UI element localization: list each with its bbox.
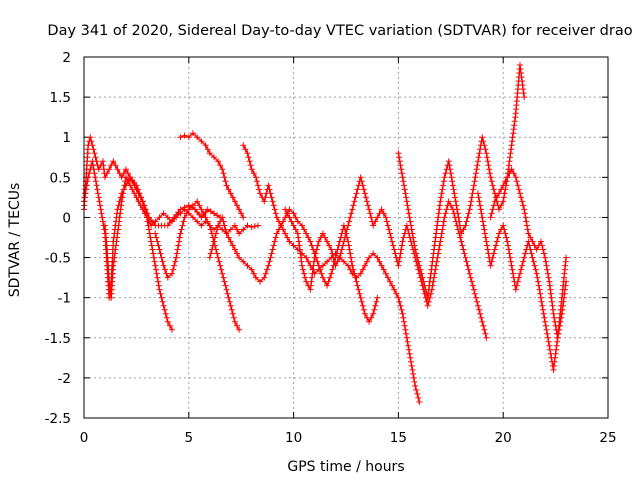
grid-lines <box>84 57 608 418</box>
plus-markers <box>152 198 243 333</box>
tick-labels: 0 5 10 15 20 25 -2.5 -2 -1.5 -1 -0.5 0 0.5 1 1.5 2 <box>45 50 617 446</box>
series-track-6 <box>206 206 381 325</box>
plus-markers <box>240 142 423 405</box>
plus-markers <box>487 166 570 341</box>
x-tick-label: 10 <box>285 430 302 446</box>
x-tick-label: 20 <box>495 430 512 446</box>
x-tick-label: 5 <box>185 430 194 446</box>
y-tick-label: -2.5 <box>45 411 71 427</box>
series-track-3 <box>102 174 261 301</box>
plus-markers <box>177 130 247 221</box>
series-track-5 <box>177 130 247 221</box>
plus-markers <box>81 134 175 333</box>
y-axis-label: SDTVAR / TECUs <box>7 183 23 298</box>
x-tick-label: 15 <box>390 430 407 446</box>
x-tick-label: 0 <box>80 430 89 446</box>
x-tick-label: 25 <box>599 430 616 446</box>
y-tick-label: 2 <box>62 50 71 66</box>
y-tick-label: -1 <box>58 291 71 307</box>
series-track-4 <box>152 198 243 333</box>
plot-frame <box>83 56 609 419</box>
series-track-10 <box>475 190 570 373</box>
series-line <box>180 132 244 218</box>
x-axis-label: GPS time / hours <box>287 459 404 475</box>
plus-markers <box>282 174 490 341</box>
y-tick-label: 0 <box>62 210 71 226</box>
plus-markers <box>206 206 381 325</box>
series-track-11 <box>487 166 570 341</box>
y-tick-label: 1 <box>62 130 71 146</box>
chart-title: Day 341 of 2020, Sidereal Day-to-day VTE… <box>47 23 632 39</box>
series-line <box>489 168 567 339</box>
series-track-1 <box>81 134 175 333</box>
series-line <box>477 193 567 371</box>
y-tick-label: 1.5 <box>50 90 71 106</box>
y-tick-label: -0.5 <box>45 251 71 267</box>
data-series <box>81 62 570 405</box>
y-tick-label: 0.5 <box>50 170 71 186</box>
y-tick-label: -1.5 <box>45 331 71 347</box>
y-tick-label: -2 <box>58 371 71 387</box>
series-track-8 <box>282 174 490 341</box>
